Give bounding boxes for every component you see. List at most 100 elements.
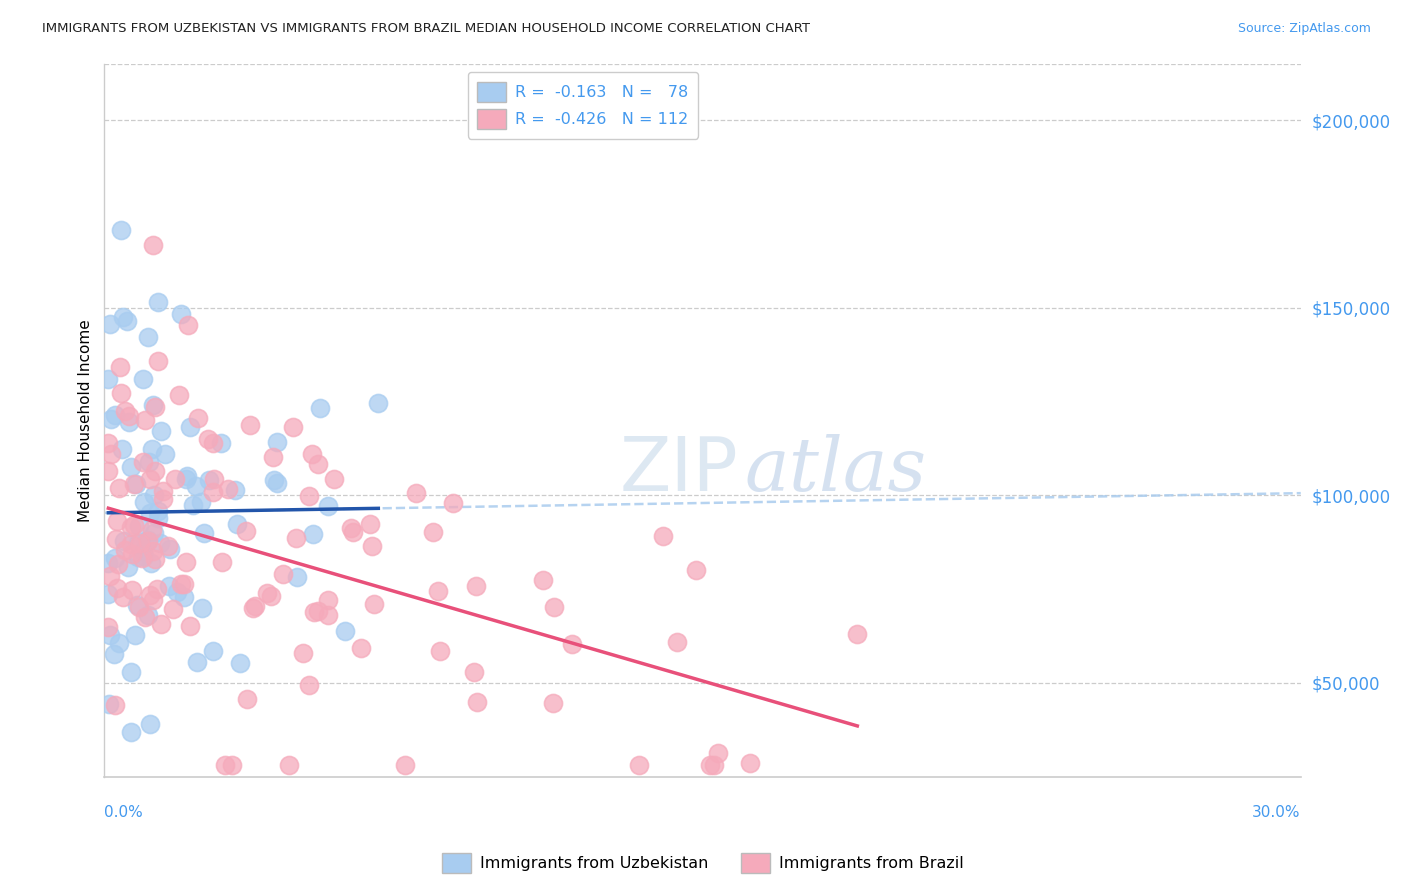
Point [301,448,323,462]
Point [138,533,160,548]
Point [262,450,284,464]
Point [143,400,166,414]
Point [134,549,156,563]
Point [221,758,243,772]
Point [105,581,128,595]
Point [139,556,162,570]
Point [131,550,153,565]
Point [292,646,315,660]
Point [152,483,174,498]
Point [135,534,157,549]
Point [98,568,121,582]
Point [114,543,136,558]
Point [97,557,120,571]
Point [699,758,721,772]
Point [98,628,121,642]
Point [202,644,225,658]
Point [209,435,232,450]
Point [176,468,198,483]
Point [217,482,239,496]
Point [174,472,197,486]
Point [115,314,138,328]
Point [157,579,180,593]
Point [266,475,288,490]
Point [97,435,120,450]
Point [177,318,200,332]
Point [142,593,165,607]
Point [108,359,131,374]
Point [134,412,156,426]
Point [150,424,173,438]
Y-axis label: Median Household Income: Median Household Income [79,319,93,522]
Point [120,520,142,534]
Point [214,758,236,772]
Point [105,515,128,529]
Point [131,372,153,386]
Point [118,409,141,423]
Legend: R =  -0.163   N =   78, R =  -0.426   N = 112: R = -0.163 N = 78, R = -0.426 N = 112 [468,72,699,138]
Point [136,608,159,623]
Point [427,584,450,599]
Point [394,758,416,772]
Point [98,697,121,711]
Point [104,698,127,712]
Point [202,472,225,486]
Legend: Immigrants from Uzbekistan, Immigrants from Brazil: Immigrants from Uzbekistan, Immigrants f… [436,847,970,880]
Point [167,388,190,402]
Point [105,532,128,546]
Point [132,455,155,469]
Point [181,498,204,512]
Point [277,758,299,772]
Point [170,577,193,591]
Point [359,516,381,531]
Point [302,605,325,619]
Point [121,547,143,561]
Point [271,567,294,582]
Point [186,655,208,669]
Point [405,486,427,500]
Point [685,563,707,577]
Point [138,533,160,548]
Point [201,484,224,499]
Point [143,526,166,541]
Point [298,677,321,691]
Point [363,597,385,611]
Point [190,600,212,615]
Point [316,499,339,513]
Point [465,696,488,710]
Point [162,602,184,616]
Point [193,526,215,541]
Point [124,476,146,491]
Point [846,627,869,641]
Point [738,756,761,771]
Point [316,592,339,607]
Point [134,609,156,624]
Point [163,472,186,486]
Point [142,544,165,558]
Point [323,472,346,486]
Point [143,488,166,502]
Point [652,529,675,543]
Point [166,585,188,599]
Point [136,330,159,344]
Point [118,416,141,430]
Point [145,582,167,596]
Point [301,527,323,541]
Point [124,628,146,642]
Point [114,403,136,417]
Point [179,619,201,633]
Point [211,555,233,569]
Point [149,616,172,631]
Point [703,758,725,772]
Point [110,223,132,237]
Point [141,442,163,456]
Point [120,724,142,739]
Point [308,604,330,618]
Point [235,524,257,539]
Point [229,657,252,671]
Point [174,555,197,569]
Point [350,641,373,656]
Point [104,409,127,423]
Point [138,506,160,520]
Point [197,433,219,447]
